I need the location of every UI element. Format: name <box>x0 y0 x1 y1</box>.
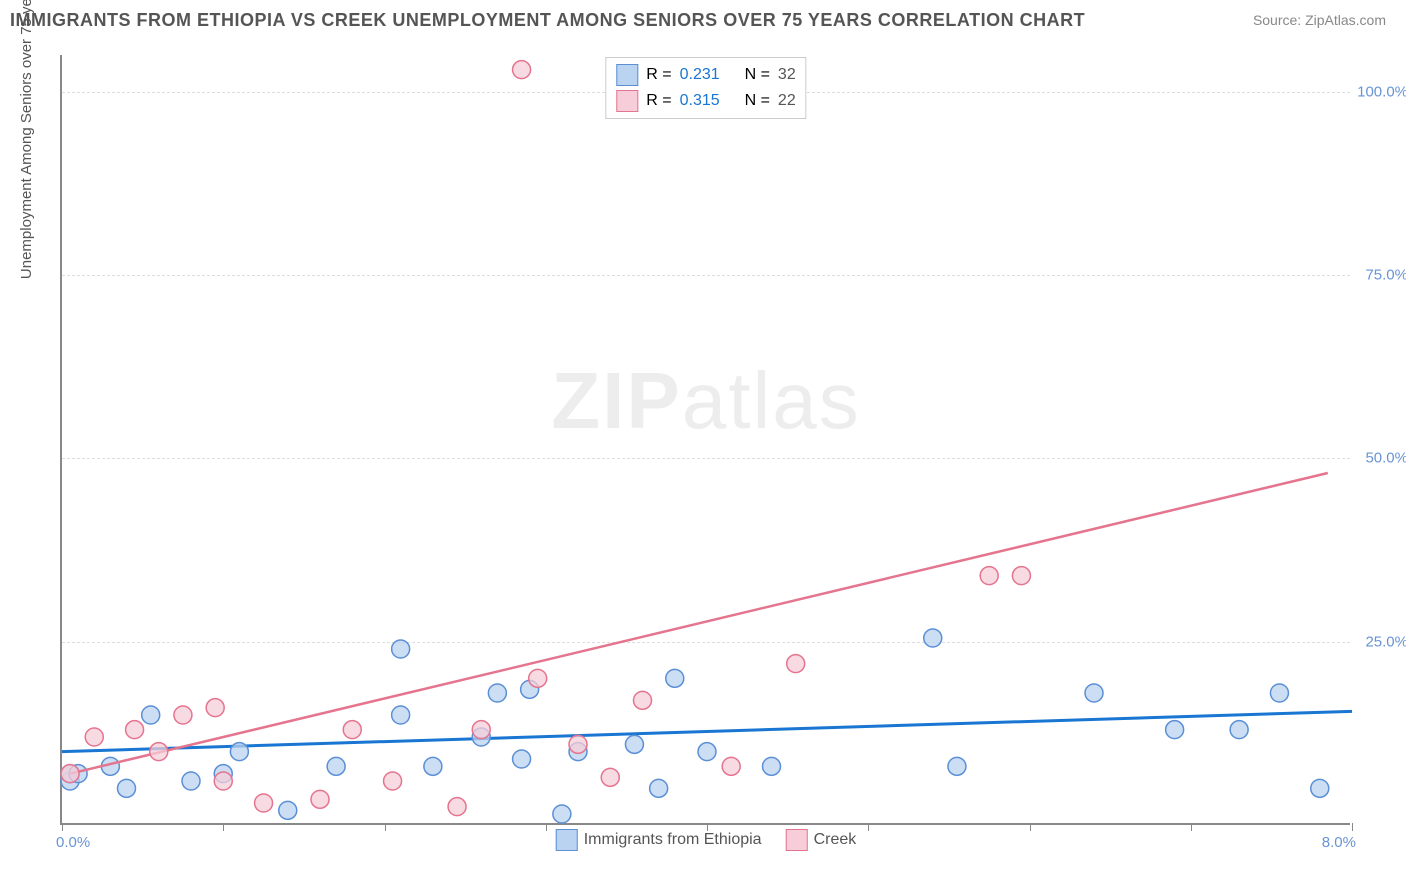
legend-swatch-blue-icon <box>556 829 578 851</box>
x-axis-max-label: 8.0% <box>1322 834 1356 851</box>
x-axis-min-label: 0.0% <box>56 834 90 851</box>
chart-title: IMMIGRANTS FROM ETHIOPIA VS CREEK UNEMPL… <box>10 10 1085 31</box>
y-tick-label: 100.0% <box>1357 83 1406 100</box>
legend-n-value-blue: 32 <box>778 66 796 84</box>
legend-swatch-pink <box>616 90 638 112</box>
scatter-svg <box>62 55 1352 825</box>
legend-item-ethiopia: Immigrants from Ethiopia <box>556 829 762 851</box>
legend-r-label: R = <box>646 92 671 110</box>
y-axis-label: Unemployment Among Seniors over 75 years <box>18 0 35 279</box>
legend-label-creek: Creek <box>814 831 857 849</box>
legend-n-label: N = <box>745 92 770 110</box>
legend-series: Immigrants from Ethiopia Creek <box>556 829 857 851</box>
y-tick-label: 75.0% <box>1365 267 1406 284</box>
plot-area: ZIPatlas R = 0.231 N = 32 R = 0.315 N = … <box>60 55 1350 825</box>
legend-r-value-blue: 0.231 <box>680 66 720 84</box>
legend-swatch-blue <box>616 64 638 86</box>
y-tick-label: 50.0% <box>1365 450 1406 467</box>
legend-n-label: N = <box>745 66 770 84</box>
legend-stats-row-blue: R = 0.231 N = 32 <box>616 62 795 88</box>
y-tick-label: 25.0% <box>1365 633 1406 650</box>
legend-stats: R = 0.231 N = 32 R = 0.315 N = 22 <box>605 57 806 119</box>
legend-label-ethiopia: Immigrants from Ethiopia <box>584 831 762 849</box>
legend-item-creek: Creek <box>786 829 857 851</box>
legend-swatch-pink-icon <box>786 829 808 851</box>
legend-stats-row-pink: R = 0.315 N = 22 <box>616 88 795 114</box>
legend-r-label: R = <box>646 66 671 84</box>
legend-n-value-pink: 22 <box>778 92 796 110</box>
chart-source: Source: ZipAtlas.com <box>1253 12 1386 28</box>
legend-r-value-pink: 0.315 <box>680 92 720 110</box>
